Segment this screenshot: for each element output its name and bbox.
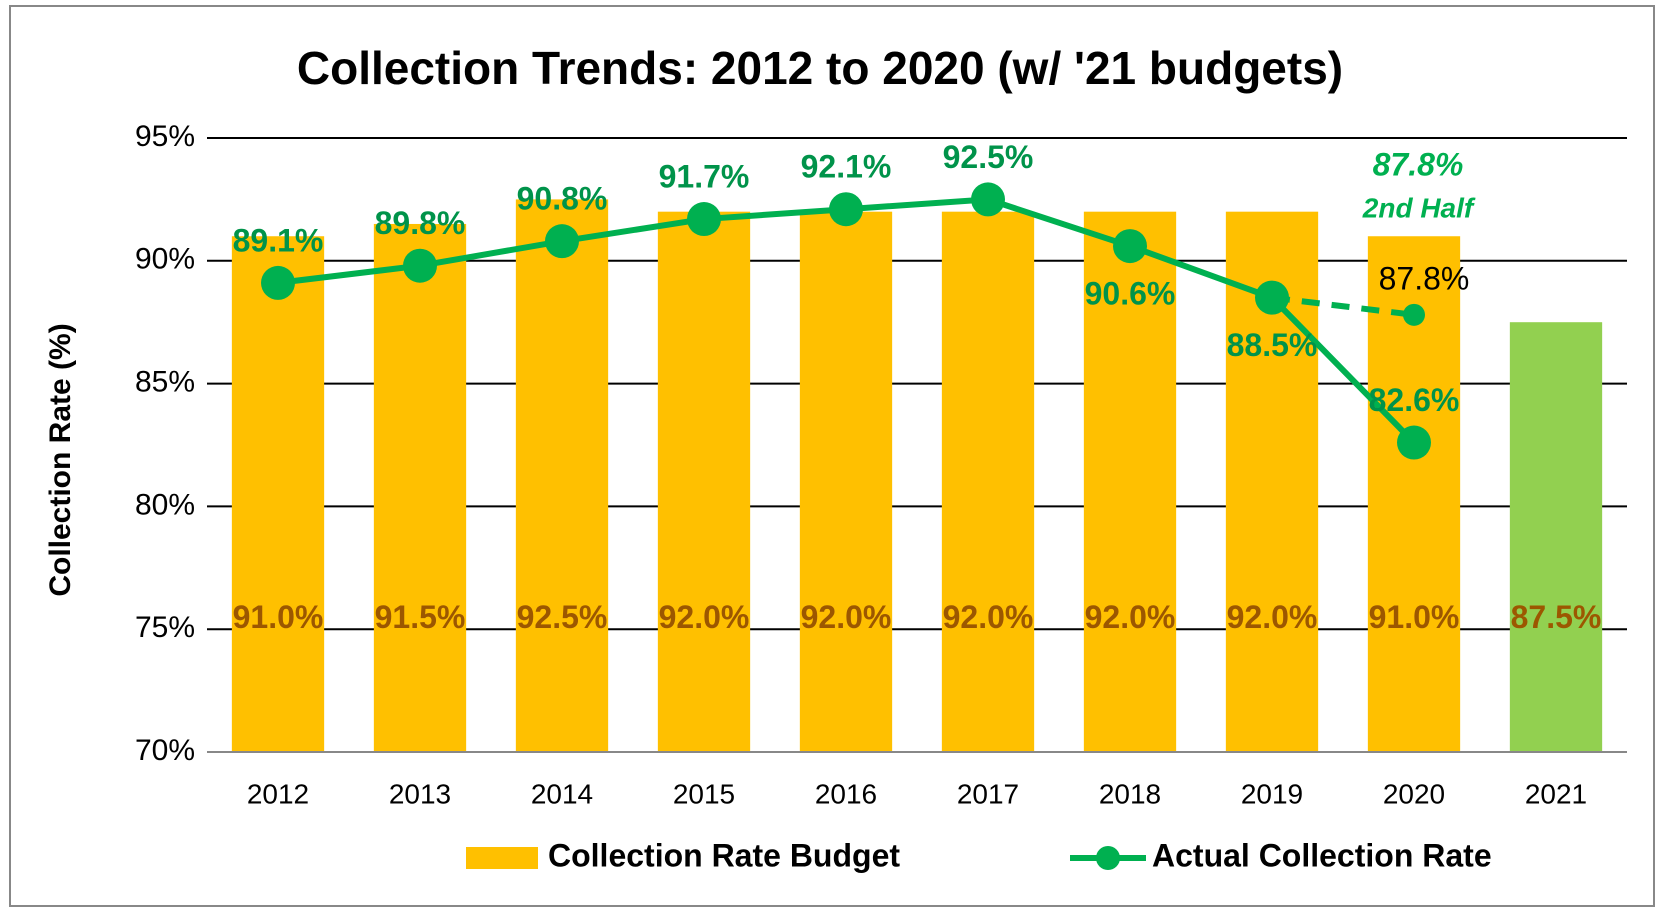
bar xyxy=(1083,211,1177,752)
bar-value-label: 92.0% xyxy=(801,599,892,635)
bar-value-label: 92.0% xyxy=(1085,599,1176,635)
bar-value-label: 87.5% xyxy=(1511,599,1602,635)
line-value-label: 90.6% xyxy=(1085,276,1176,312)
y-tick-label: 80% xyxy=(135,488,195,521)
y-tick-label: 85% xyxy=(135,366,195,399)
line-value-label: 92.5% xyxy=(943,139,1034,175)
bar xyxy=(231,236,325,753)
marker xyxy=(971,182,1005,217)
line-value-label: 89.1% xyxy=(233,222,324,258)
bar-value-label: 92.0% xyxy=(1227,599,1318,635)
line-value-label: 88.5% xyxy=(1227,327,1318,363)
bar xyxy=(941,211,1035,752)
x-tick-label: 2012 xyxy=(247,778,309,809)
y-tick-label: 90% xyxy=(135,243,195,276)
bar-value-label: 91.5% xyxy=(375,599,466,635)
bar-value-label: 92.5% xyxy=(517,599,608,635)
legend-label: Actual Collection Rate xyxy=(1152,837,1492,873)
legend-label: Collection Rate Budget xyxy=(548,837,900,873)
x-tick-label: 2017 xyxy=(957,778,1019,809)
x-tick-label: 2020 xyxy=(1383,778,1445,809)
chart-title: Collection Trends: 2012 to 2020 (w/ '21 … xyxy=(297,42,1343,94)
line-value-label: 82.6% xyxy=(1369,382,1460,418)
x-tick-label: 2013 xyxy=(389,778,451,809)
legend-marker xyxy=(1096,846,1120,870)
bar-value-label: 92.0% xyxy=(659,599,750,635)
x-tick-label: 2014 xyxy=(531,778,593,809)
line-value-label: 87.8% xyxy=(1379,260,1470,296)
bar xyxy=(515,199,609,752)
bar xyxy=(799,211,893,752)
marker xyxy=(261,265,295,300)
marker xyxy=(829,192,863,227)
marker xyxy=(1255,280,1289,315)
y-tick-label: 75% xyxy=(135,611,195,644)
marker xyxy=(1403,303,1425,326)
y-tick-label: 95% xyxy=(135,120,195,153)
x-tick-label: 2015 xyxy=(673,778,735,809)
line-value-label: 92.1% xyxy=(801,149,892,185)
marker xyxy=(545,224,579,259)
x-tick-label: 2021 xyxy=(1525,778,1587,809)
bar-value-label: 91.0% xyxy=(233,599,324,635)
dashed-line xyxy=(1271,294,1415,318)
line-value-label: 89.8% xyxy=(375,205,466,241)
line-value-label: 91.7% xyxy=(659,159,750,195)
x-tick-label: 2019 xyxy=(1241,778,1303,809)
y-axis-label: Collection Rate (%) xyxy=(44,323,77,596)
bar xyxy=(657,211,751,752)
bar xyxy=(373,223,467,752)
marker xyxy=(403,248,437,283)
legend-swatch xyxy=(466,847,538,869)
annotation: 87.8% xyxy=(1373,146,1464,182)
marker xyxy=(1397,425,1431,460)
y-tick-label: 70% xyxy=(135,734,195,767)
x-tick-label: 2016 xyxy=(815,778,877,809)
annotation-note: 2nd Half xyxy=(1362,192,1476,223)
line-value-label: 90.8% xyxy=(517,181,608,217)
bar-value-label: 91.0% xyxy=(1369,599,1460,635)
marker xyxy=(1113,229,1147,264)
marker xyxy=(687,202,721,237)
bar-value-label: 92.0% xyxy=(943,599,1034,635)
x-tick-label: 2018 xyxy=(1099,778,1161,809)
bar xyxy=(1509,322,1603,752)
